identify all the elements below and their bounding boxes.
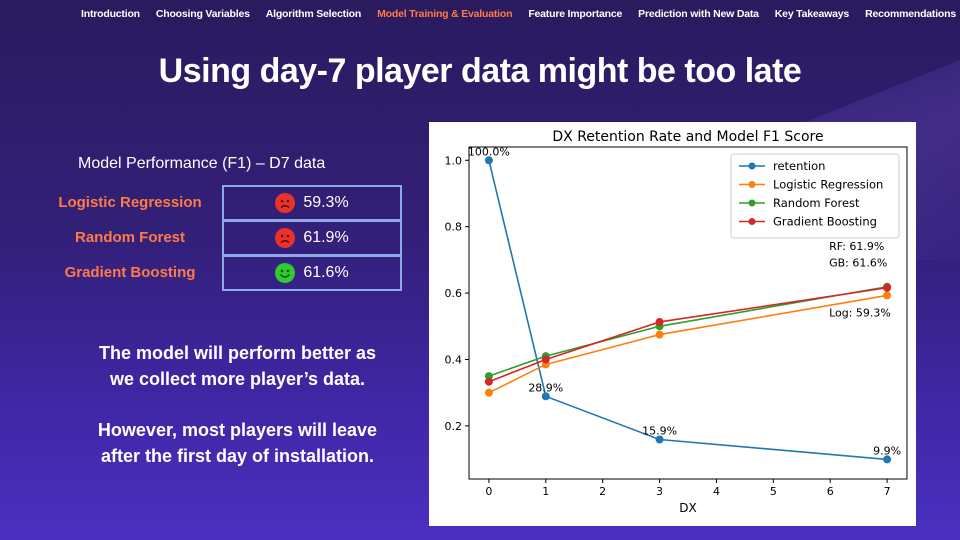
- data-point: [655, 435, 664, 444]
- message-better-performance: The model will perform better as we coll…: [60, 340, 415, 392]
- data-point: [883, 291, 892, 300]
- nav-item-choosing-variables[interactable]: Choosing Variables: [155, 8, 250, 20]
- data-point: [655, 317, 664, 326]
- slide-title: Using day-7 player data might be too lat…: [158, 52, 802, 90]
- annotation-log: Log: 59.3%: [829, 306, 891, 319]
- data-point: [655, 330, 664, 339]
- legend-box: [730, 153, 900, 239]
- legend-label: Gradient Boosting: [773, 215, 877, 229]
- data-point: [541, 355, 550, 364]
- legend-label: Random Forest: [773, 196, 860, 210]
- message-players-leave: However, most players will leave after t…: [60, 417, 415, 469]
- f1-value: 61.9%: [303, 229, 349, 246]
- x-tick-label: 5: [770, 485, 777, 498]
- x-axis-label: DX: [679, 501, 696, 515]
- nav-item-model-training[interactable]: Model Training & Evaluation: [377, 8, 513, 20]
- message-line: The model will perform better as: [98, 343, 377, 363]
- performance-row: Gradient Boosting 61.6%: [40, 255, 402, 291]
- legend-swatch-marker: [748, 218, 756, 225]
- retention-f1-chart: DX Retention Rate and Model F1 Score 0 1 2 3…: [429, 122, 916, 526]
- data-point: [541, 392, 550, 401]
- legend-label: retention: [773, 159, 825, 173]
- performance-cell: 61.6%: [222, 255, 402, 291]
- y-tick-label: 0.8: [445, 221, 463, 234]
- x-tick-label: 6: [827, 485, 834, 498]
- nav-item-prediction[interactable]: Prediction with New Data: [638, 8, 759, 20]
- x-tick-label: 4: [713, 485, 720, 498]
- message-line: we collect more player’s data.: [109, 369, 366, 389]
- model-name: Logistic Regression: [58, 194, 202, 211]
- data-point: [484, 156, 493, 165]
- x-tick-label: 0: [485, 485, 492, 498]
- model-name: Gradient Boosting: [64, 264, 196, 281]
- performance-cell: 59.3%: [222, 185, 402, 221]
- performance-heading: Model Performance (F1) – D7 data: [78, 155, 326, 172]
- performance-row: Logistic Regression 59.3%: [40, 185, 402, 221]
- f1-value: 61.6%: [303, 264, 349, 281]
- sad-face-icon: [275, 228, 296, 248]
- performance-row: Random Forest 61.9%: [40, 220, 402, 256]
- series-line-1: [488, 294, 888, 394]
- plot-frame: [468, 146, 908, 480]
- y-tick-label: 0.4: [445, 353, 463, 366]
- data-point: [484, 377, 493, 386]
- x-tick-label: 7: [884, 485, 891, 498]
- top-navigation: Introduction Choosing Variables Algorith…: [81, 8, 956, 20]
- x-tick-label: 3: [656, 485, 663, 498]
- data-point: [883, 455, 892, 464]
- chart-svg: DX Retention Rate and Model F1 Score 0 1 2 3…: [445, 129, 908, 515]
- x-tick-label: 1: [542, 485, 549, 498]
- message-line: However, most players will leave: [97, 420, 378, 440]
- legend-label: Logistic Regression: [773, 178, 883, 192]
- nav-item-key-takeaways[interactable]: Key Takeaways: [774, 8, 850, 20]
- series-line-3: [488, 286, 888, 383]
- y-tick-label: 1.0: [445, 154, 463, 167]
- sad-face-icon: [275, 193, 296, 213]
- legend-swatch-marker: [748, 199, 756, 207]
- y-tick-label: 0.2: [445, 420, 463, 433]
- data-label: 100.0%: [468, 145, 510, 158]
- data-label: 28.9%: [528, 381, 563, 394]
- x-tick-label: 2: [599, 485, 606, 498]
- legend-swatch-marker: [748, 181, 756, 188]
- model-name: Random Forest: [74, 229, 185, 246]
- chart-title: DX Retention Rate and Model F1 Score: [552, 129, 823, 145]
- happy-face-icon: [275, 263, 296, 283]
- data-point: [484, 372, 493, 381]
- data-label: 9.9%: [873, 444, 901, 457]
- nav-item-introduction[interactable]: Introduction: [81, 8, 140, 20]
- data-point: [883, 283, 892, 292]
- nav-item-algorithm-selection[interactable]: Algorithm Selection: [265, 8, 362, 20]
- performance-cell: 61.9%: [222, 220, 402, 256]
- message-line: after the first day of installation.: [100, 446, 375, 466]
- y-tick-label: 0.6: [445, 287, 463, 300]
- annotation-rf: RF: 61.9%: [829, 240, 884, 253]
- legend-swatch-marker: [748, 162, 756, 170]
- data-label: 15.9%: [642, 424, 677, 437]
- nav-item-feature-importance[interactable]: Feature Importance: [528, 8, 623, 20]
- annotation-gb: GB: 61.6%: [829, 257, 887, 270]
- nav-item-recommendations[interactable]: Recommendations: [865, 8, 956, 20]
- series-line-0: [488, 160, 888, 461]
- data-point: [484, 388, 493, 397]
- f1-value: 59.3%: [303, 194, 349, 211]
